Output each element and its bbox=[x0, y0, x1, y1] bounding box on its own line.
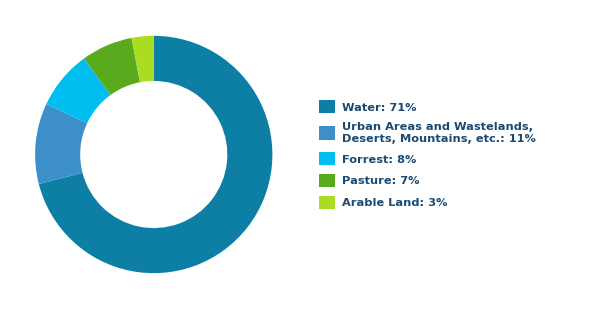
Wedge shape bbox=[39, 36, 272, 273]
Wedge shape bbox=[35, 104, 87, 184]
Legend: Water: 71%, Urban Areas and Wastelands,
Deserts, Mountains, etc.: 11%, Forrest: : Water: 71%, Urban Areas and Wastelands, … bbox=[313, 95, 541, 214]
Wedge shape bbox=[84, 38, 140, 95]
Wedge shape bbox=[132, 36, 154, 82]
Wedge shape bbox=[46, 58, 111, 123]
